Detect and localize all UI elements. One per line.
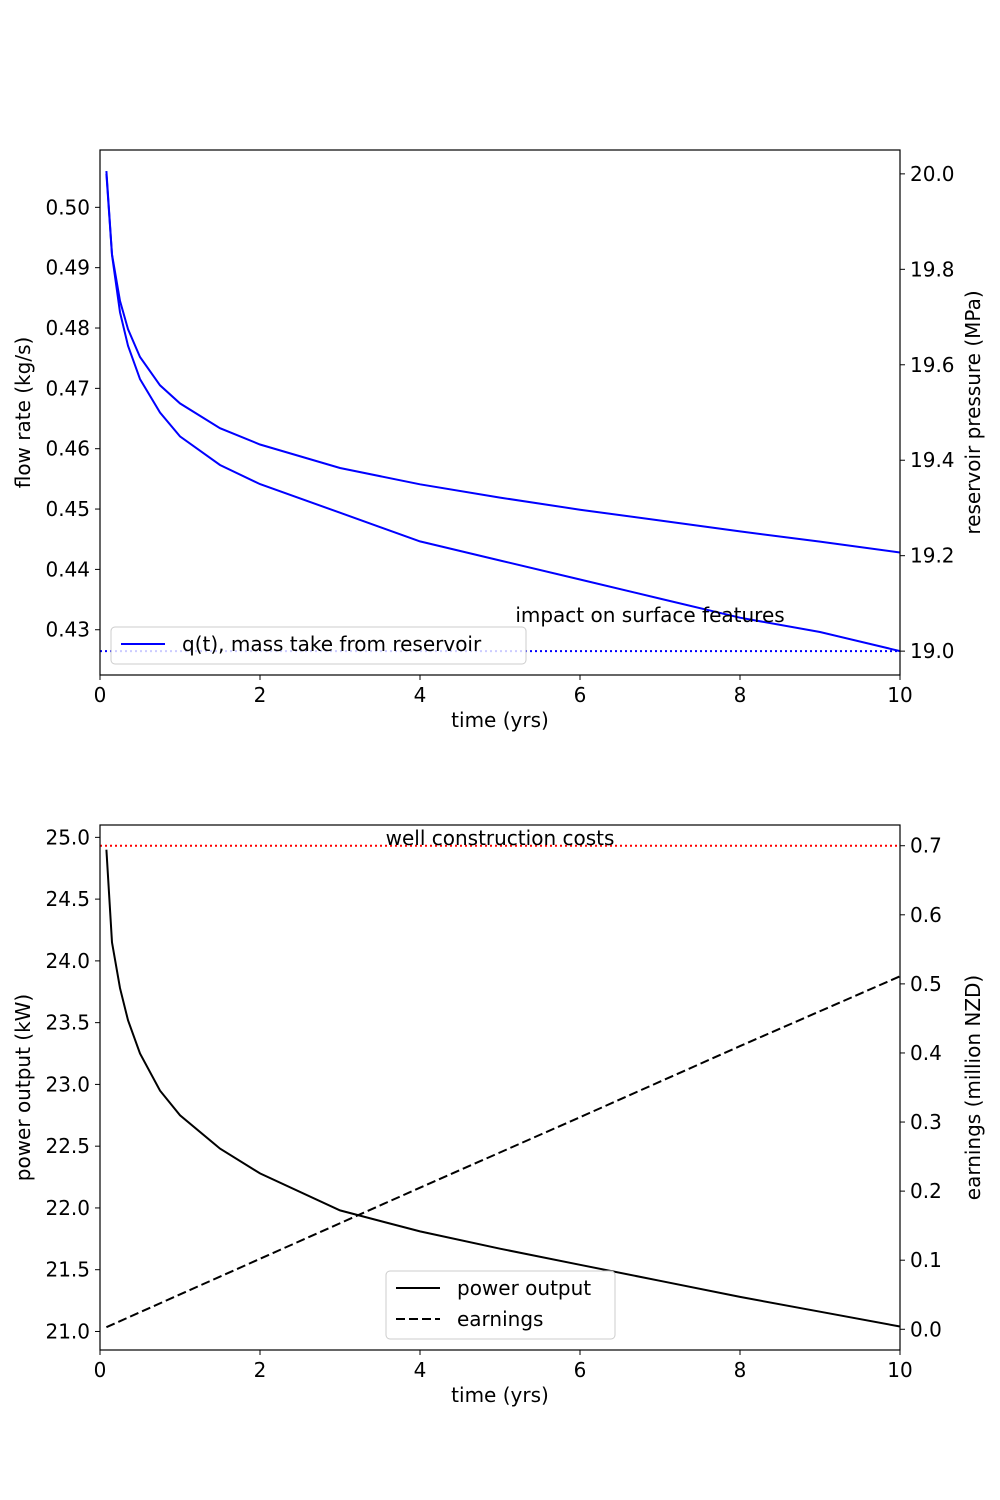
y-tick-label: 21.0 xyxy=(45,1319,90,1343)
y-tick-label: 24.0 xyxy=(45,949,90,973)
y2-tick-label: 19.0 xyxy=(910,639,955,663)
y-tick-label: 22.0 xyxy=(45,1196,90,1220)
annotation-text: impact on surface features xyxy=(515,603,784,627)
legend: q(t), mass take from reservoir xyxy=(110,626,527,665)
x-tick-label: 4 xyxy=(414,683,427,707)
x-tick-label: 8 xyxy=(734,1358,747,1382)
legend-box xyxy=(385,1270,616,1340)
legend-label: q(t), mass take from reservoir xyxy=(182,632,482,656)
power-output-line xyxy=(105,849,901,1328)
x-tick-label: 4 xyxy=(414,1358,427,1382)
y-tick-label: 0.44 xyxy=(45,557,90,581)
y-tick-label: 23.0 xyxy=(45,1072,90,1096)
y-tick-label: 0.43 xyxy=(45,618,90,642)
y-tick-label: 0.45 xyxy=(45,497,90,521)
y2-axis-label: reservoir pressure (MPa) xyxy=(961,290,985,534)
y-tick-label: 21.5 xyxy=(45,1258,90,1282)
y2-tick-label: 0.3 xyxy=(910,1110,942,1134)
y-tick-label: 0.47 xyxy=(45,376,90,400)
y2-tick-label: 0.2 xyxy=(910,1179,942,1203)
y2-tick-label: 0.1 xyxy=(910,1248,942,1272)
y2-tick-label: 0.6 xyxy=(910,903,942,927)
y-tick-label: 24.5 xyxy=(45,887,90,911)
annotation-text: well construction costs xyxy=(386,826,615,850)
y2-tick-label: 19.6 xyxy=(910,353,955,377)
earnings-line xyxy=(105,975,901,1329)
y-tick-label: 0.46 xyxy=(45,437,90,461)
axes-frame xyxy=(99,824,901,1351)
y-tick-label: 22.5 xyxy=(45,1134,90,1158)
legend-label: power output xyxy=(457,1276,591,1300)
x-tick-label: 10 xyxy=(887,683,912,707)
y2-tick-label: 0.7 xyxy=(910,834,942,858)
legend: power output earnings xyxy=(385,1270,616,1340)
x-tick-label: 2 xyxy=(254,1358,267,1382)
power-output-panel: 0 2 4 6 8 10 21.0 21.5 22.0 22.5 23.0 23.5 24.0 24.5 2… xyxy=(11,824,985,1407)
y2-tick-label: 19.4 xyxy=(910,448,955,472)
x-tick-label: 2 xyxy=(254,683,267,707)
y2-tick-label: 20.0 xyxy=(910,162,955,186)
y-tick-label: 0.50 xyxy=(45,195,90,219)
y2-tick-label: 0.0 xyxy=(910,1317,942,1341)
x-tick-label: 0 xyxy=(94,683,107,707)
y-tick-label: 25.0 xyxy=(45,825,90,849)
x-axis-label: time (yrs) xyxy=(451,1383,549,1407)
x-tick-label: 0 xyxy=(94,1358,107,1382)
legend-box xyxy=(110,626,527,665)
x-tick-label: 8 xyxy=(734,683,747,707)
y2-axis-label: earnings (million NZD) xyxy=(961,975,985,1200)
y-tick-label: 0.48 xyxy=(45,316,90,340)
legend-label: earnings xyxy=(457,1307,543,1331)
x-tick-label: 6 xyxy=(574,1358,587,1382)
y-axis-label: power output (kW) xyxy=(11,994,35,1181)
y2-tick-label: 19.8 xyxy=(910,257,955,281)
x-tick-label: 10 xyxy=(887,1358,912,1382)
y2-tick-label: 0.4 xyxy=(910,1041,942,1065)
axes-frame xyxy=(99,149,901,676)
series-1-line xyxy=(105,173,901,653)
y2-tick-label: 0.5 xyxy=(910,972,942,996)
y-tick-label: 23.5 xyxy=(45,1011,90,1035)
q-t-mass-take-from-reservoir-line xyxy=(105,171,901,554)
y-tick-label: 0.49 xyxy=(45,256,90,280)
y2-tick-label: 19.2 xyxy=(910,544,955,568)
x-tick-label: 6 xyxy=(574,683,587,707)
y-axis-label: flow rate (kg/s) xyxy=(11,337,35,489)
flow-rate-panel: 0 2 4 6 8 10 0.43 0.44 0.45 0.46 0.47 0.48 0.49 0.50 1… xyxy=(11,149,985,732)
x-axis-label: time (yrs) xyxy=(451,708,549,732)
